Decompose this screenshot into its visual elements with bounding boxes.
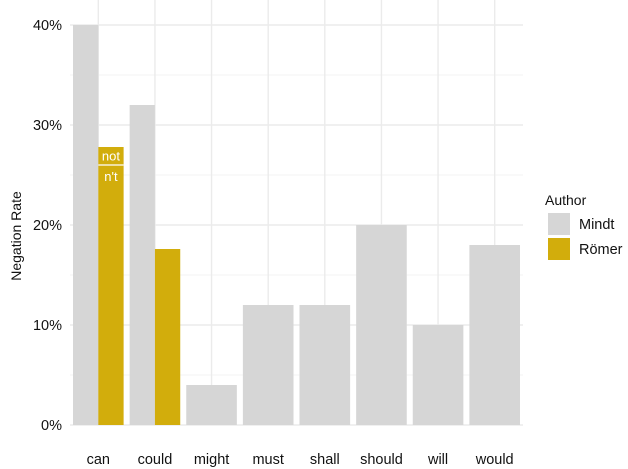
y-tick-label: 40% (33, 18, 62, 34)
bar-mindt-should (356, 225, 407, 425)
x-tick-label: should (360, 452, 403, 468)
bar-mindt-will (412, 325, 464, 425)
y-axis-ticks: 0% 10% 20% 30% 40% (33, 18, 62, 434)
bar-mindt-could (129, 105, 155, 425)
bar-annotations: not n't (98, 149, 124, 184)
x-tick-label: could (138, 452, 173, 468)
bar-mindt-must (242, 305, 294, 425)
y-tick-label: 10% (33, 318, 62, 334)
legend-title: Author (545, 192, 587, 208)
x-tick-label: might (194, 452, 229, 468)
legend: Author Mindt Römer (545, 192, 623, 260)
y-tick-label: 0% (41, 418, 62, 434)
bar-mindt-would (469, 245, 520, 425)
x-axis-ticks: can could might must shall should will would (87, 452, 514, 468)
segment-label-nt: n't (104, 169, 118, 184)
x-tick-label: must (252, 452, 283, 468)
legend-swatch-mindt (548, 213, 570, 235)
bar-mindt-might (186, 385, 237, 425)
legend-label-roemer: Römer (579, 242, 623, 258)
segment-label-not: not (102, 149, 120, 164)
bar-roemer-can (98, 147, 124, 425)
x-tick-label: shall (310, 452, 340, 468)
y-axis-label: Negation Rate (8, 191, 24, 281)
y-tick-label: 30% (33, 118, 62, 134)
bar-roemer-could (154, 249, 181, 425)
bar-mindt-can (73, 25, 99, 425)
legend-label-mindt: Mindt (579, 217, 614, 233)
legend-swatch-roemer (548, 238, 570, 260)
y-tick-label: 20% (33, 218, 62, 234)
bar-mindt-shall (299, 305, 351, 425)
x-tick-label: would (475, 452, 514, 468)
x-tick-label: will (427, 452, 448, 468)
x-tick-label: can (87, 452, 110, 468)
bars (73, 25, 520, 425)
